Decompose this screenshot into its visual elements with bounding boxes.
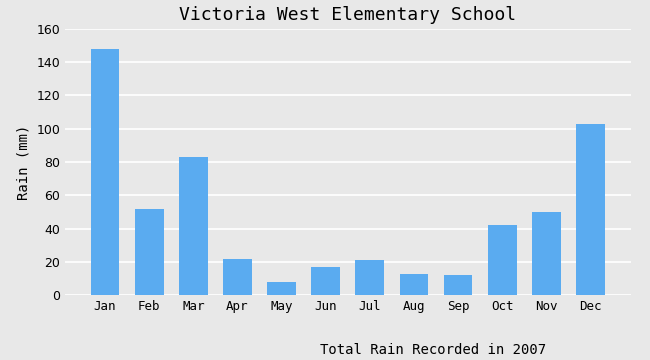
Bar: [135, 209, 164, 295]
Title: Victoria West Elementary School: Victoria West Elementary School: [179, 6, 516, 24]
Y-axis label: Rain (mm): Rain (mm): [17, 124, 31, 200]
Bar: [400, 274, 428, 295]
Bar: [444, 275, 473, 295]
X-axis label: Total Rain Recorded in 2007: Total Rain Recorded in 2007: [320, 343, 545, 357]
Bar: [488, 225, 517, 295]
Bar: [576, 124, 604, 295]
Bar: [179, 157, 207, 295]
Bar: [311, 267, 340, 295]
Bar: [532, 212, 561, 295]
Bar: [91, 49, 120, 295]
Bar: [356, 260, 384, 295]
Bar: [223, 258, 252, 295]
Bar: [267, 282, 296, 295]
